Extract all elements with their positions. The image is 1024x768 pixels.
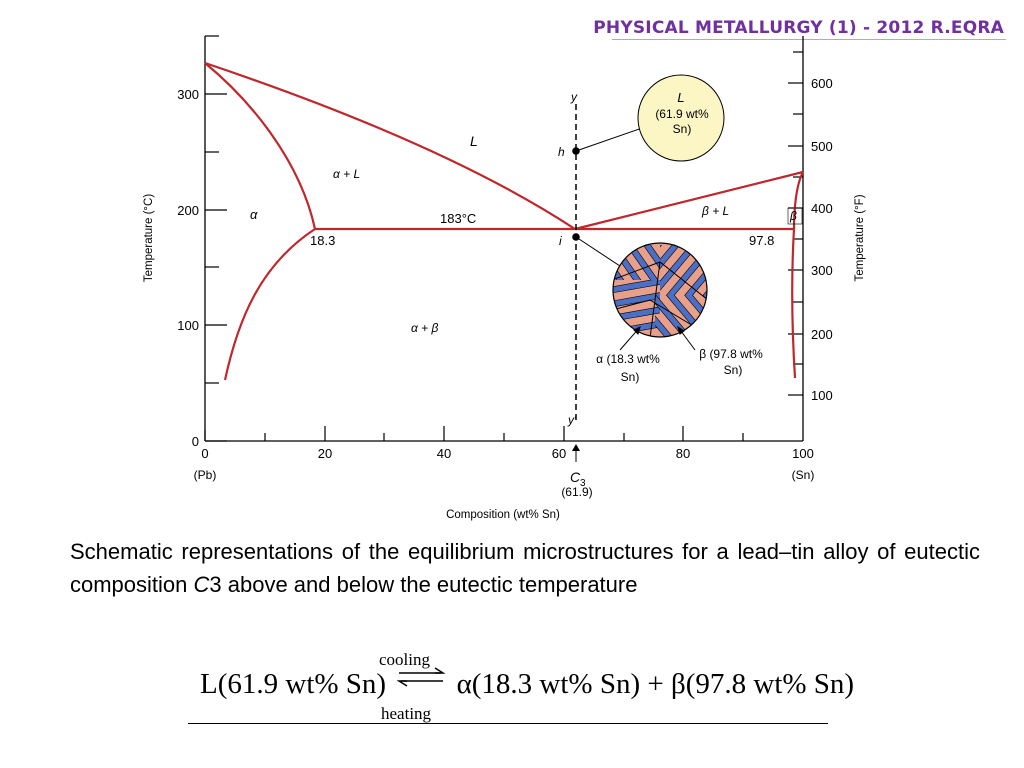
left-axis-tick-labels: 0 100 200 300 <box>177 87 199 449</box>
figure-caption: Schematic representations of the equilib… <box>70 535 980 601</box>
right-axis-tick-labels: 100 200 300 400 500 600 <box>811 76 833 403</box>
region-labels: L α + L α α + β β + L β <box>250 133 797 335</box>
solvus-left <box>223 228 316 381</box>
beta-solubility-label: 97.8 <box>749 233 774 248</box>
left-tick-0: 0 <box>192 434 199 449</box>
arrow-label-heating: heating <box>381 704 432 723</box>
c3-label: C <box>570 469 581 485</box>
alpha-callout-line-2: Sn) <box>621 370 640 384</box>
bottom-axis-ticks <box>204 426 744 441</box>
region-liquid: L <box>470 133 478 149</box>
bottom-tick-80: 80 <box>676 446 690 461</box>
point-y-prime-label: y′ <box>567 413 577 427</box>
bottom-tick-100: 100 <box>792 446 814 461</box>
left-tick-100: 100 <box>177 318 199 333</box>
header-divider <box>612 39 1006 40</box>
liquid-callout-text: L (61.9 wt% Sn) <box>655 90 709 136</box>
bottom-tick-60: 60 <box>552 446 566 461</box>
right-axis-label: Temperature (°F) <box>854 194 866 281</box>
bottom-tick-0: 0 <box>201 446 208 461</box>
header-title: Physical Metallurgy (1) - 2012 R.Eqra <box>593 18 1004 38</box>
beta-lamella <box>613 280 660 298</box>
c3-subscript: 3 <box>580 478 586 489</box>
liquid-callout-line-1: L <box>677 90 684 105</box>
bottom-tick-40: 40 <box>437 446 451 461</box>
beta-lamella <box>613 289 660 312</box>
composition-labels: 183°C 18.3 97.8 <box>310 211 774 248</box>
c3-marker: C 3 (61.9) <box>561 444 593 499</box>
beta-callout-line-2: Sn) <box>724 363 743 377</box>
beta-lamella <box>622 245 660 280</box>
beta-label-box <box>787 207 803 225</box>
region-alpha-liquid: α + L <box>333 167 360 181</box>
right-tick-500: 500 <box>811 139 833 154</box>
beta-lamella <box>667 245 707 295</box>
right-tick-300: 300 <box>811 263 833 278</box>
liquid-callout-leader <box>575 126 646 152</box>
phase-diagram: 0 100 200 300 Temperature (°C) 100 200 3… <box>143 35 866 521</box>
equation-underline <box>188 723 828 724</box>
beta-lamella <box>660 245 700 293</box>
liquid-callout-line-3: Sn) <box>673 122 692 136</box>
beta-lamella <box>655 295 707 337</box>
liquid-callout-circle <box>637 74 725 162</box>
bottom-axis-tick-labels: 0 20 40 60 80 100 (Pb) (Sn) <box>194 446 815 482</box>
equation-right: α(18.3 wt% Sn) + β(97.8 wt% Sn) <box>456 668 855 700</box>
region-beta-liquid: β + L <box>701 204 729 218</box>
right-tick-400: 400 <box>811 201 833 216</box>
liquidus-left <box>204 61 576 230</box>
eutectic-microstructure <box>613 243 707 337</box>
region-alpha: α <box>250 207 258 222</box>
phase-boundaries <box>204 61 804 381</box>
beta-callout-line-1: β (97.8 wt% <box>699 347 763 361</box>
liquidus-right <box>574 170 804 231</box>
right-tick-200: 200 <box>811 327 833 342</box>
right-tick-100: 100 <box>811 388 833 403</box>
microstructure-lamellae <box>613 245 707 337</box>
eutectic-reaction-equation: cooling L(61.9 wt% Sn) α(18.3 wt% Sn) + … <box>188 650 854 728</box>
equilibrium-arrows-icon <box>396 662 446 687</box>
equation-line: L(61.9 wt% Sn) α(18.3 wt% Sn) + β(97.8 w… <box>200 667 855 701</box>
beta-lamella <box>613 245 660 280</box>
point-i-label: i <box>559 234 562 248</box>
solvus-right <box>791 228 797 379</box>
alpha-callout-line-1: α (18.3 wt% <box>596 352 660 366</box>
caption-text-post: 3 above and below the eutectic temperatu… <box>209 572 638 597</box>
right-tick-600: 600 <box>811 76 833 91</box>
right-axis-ticks <box>788 51 803 396</box>
micro-callout-pointers <box>619 325 696 351</box>
pb-label: (Pb) <box>194 468 217 482</box>
left-tick-300: 300 <box>177 87 199 102</box>
path-points: y h i y′ <box>558 90 580 427</box>
micro-callout-leader <box>575 236 627 271</box>
region-beta: β <box>789 209 797 223</box>
bottom-axis-label: Composition (wt% Sn) <box>446 509 560 521</box>
bottom-tick-20: 20 <box>318 446 332 461</box>
caption-text-pre: Schematic representations of the equilib… <box>70 539 980 597</box>
region-alpha-beta: α + β <box>411 321 439 335</box>
c3-value: (61.9) <box>561 485 592 499</box>
beta-lamella <box>655 295 697 337</box>
left-axis-label: Temperature (°C) <box>143 194 155 282</box>
beta-lamella <box>665 295 707 337</box>
caption-var: C <box>193 572 210 597</box>
alpha-solubility-label: 18.3 <box>310 233 335 248</box>
liquid-callout-line-2: (61.9 wt% <box>655 107 709 121</box>
point-h-label: h <box>558 145 565 159</box>
eutectic-temp-label: 183°C <box>440 211 476 226</box>
arrow-label-cooling: cooling <box>379 650 430 669</box>
sn-label: (Sn) <box>792 468 815 482</box>
left-tick-200: 200 <box>177 203 199 218</box>
equation-left: L(61.9 wt% Sn) <box>200 668 387 700</box>
micro-callout-labels: α (18.3 wt% Sn) β (97.8 wt% Sn) <box>596 347 763 384</box>
solidus-left <box>204 62 317 230</box>
left-axis-ticks <box>205 35 227 442</box>
micro-callout-circle <box>612 242 708 338</box>
point-y-label: y <box>570 90 578 104</box>
